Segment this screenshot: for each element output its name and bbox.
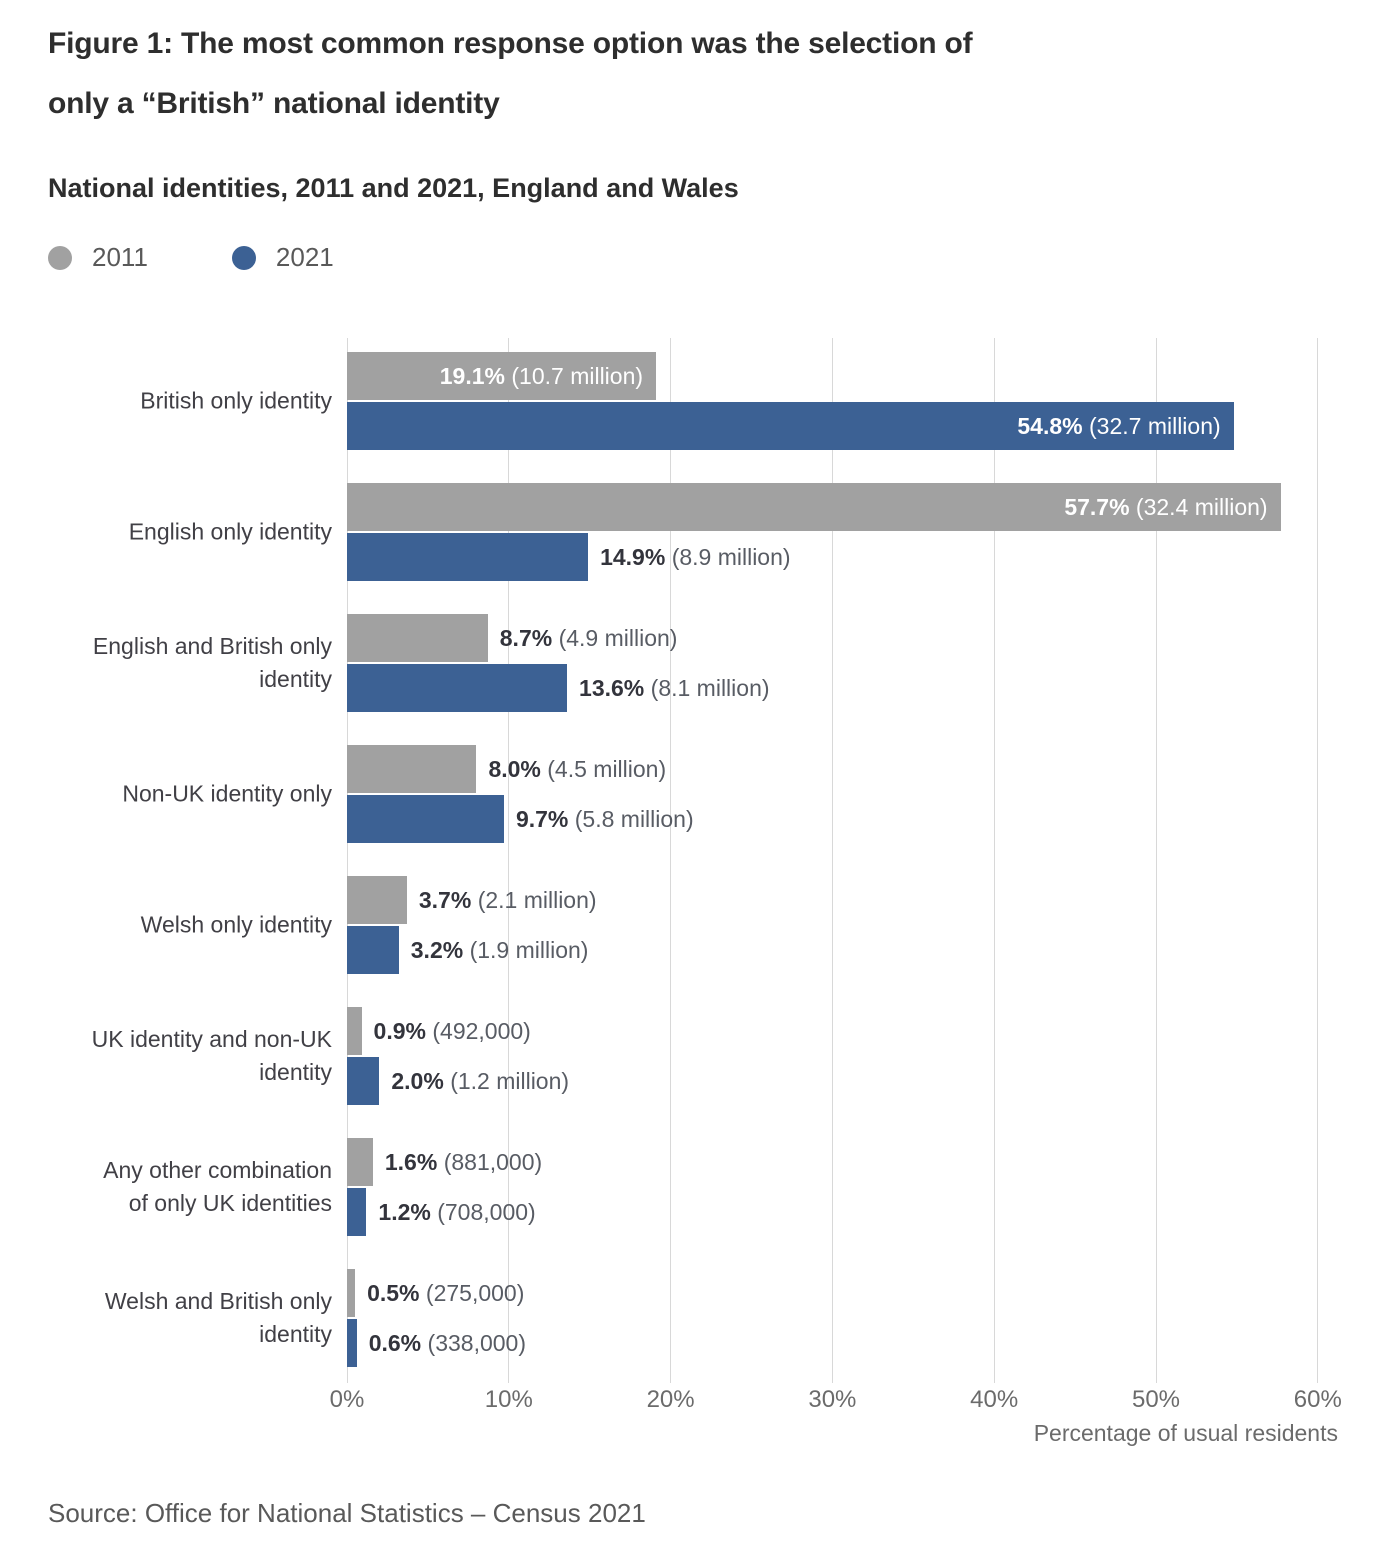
bar-2011 [347, 745, 477, 793]
bar-2011 [347, 876, 407, 924]
source-note: Source: Office for National Statistics –… [48, 1498, 646, 1528]
bar-count: (32.7 million) [1089, 413, 1221, 439]
x-tick-label: 40% [970, 1386, 1019, 1413]
gridline [831, 338, 833, 1383]
gridline [993, 338, 995, 1383]
bar-percent: 2.0% [391, 1068, 444, 1094]
bar-count: (32.4 million) [1135, 494, 1268, 520]
bar-count: (1.9 million) [469, 937, 589, 963]
bar-value-label: 1.6% (881,000) [385, 1138, 542, 1186]
bar-2011 [347, 1007, 362, 1055]
bar-count: (492,000) [432, 1018, 531, 1044]
bar-value-label: 0.5% (275,000) [367, 1269, 524, 1317]
bar-count: (4.5 million) [547, 756, 667, 782]
bar-value-label: 3.2% (1.9 million) [411, 926, 589, 974]
bar-value-label: 0.6% (338,000) [369, 1319, 526, 1367]
bar-percent: 1.2% [378, 1199, 431, 1225]
bar-2021 [347, 402, 1234, 450]
bar-value-label: 57.7% (32.4 million) [347, 483, 1268, 531]
bar-count: (708,000) [437, 1199, 536, 1225]
bar-percent: 0.6% [368, 1330, 422, 1356]
category-label: Non-UK identity only [122, 780, 332, 807]
bar-2011 [347, 1138, 373, 1186]
category-label: UK identity and non-UK identity [91, 1026, 332, 1085]
category-label: Welsh only identity [140, 911, 332, 938]
bar-percent: 0.9% [373, 1018, 426, 1044]
bar-percent: 19.1% [439, 363, 505, 389]
legend-label: 2011 [92, 242, 148, 272]
bar-percent: 1.6% [384, 1149, 438, 1175]
legend-item-2021: 2021 [231, 242, 334, 273]
bar-value-label: 13.6% (8.1 million) [579, 664, 769, 712]
gridline [670, 338, 672, 1383]
bar-value-label: 9.7% (5.8 million) [516, 795, 694, 843]
bar-percent: 14.9% [600, 544, 666, 570]
bar-2021 [347, 1319, 357, 1367]
x-tick-label: 0% [329, 1386, 365, 1413]
bar-value-label: 0.9% (492,000) [374, 1007, 531, 1055]
bar-percent: 8.0% [488, 756, 541, 782]
category-label: English only identity [128, 518, 332, 545]
bar-value-label: 14.9% (8.9 million) [600, 533, 790, 581]
bar-2021 [347, 926, 399, 974]
x-tick-label: 10% [484, 1386, 533, 1413]
bar-count: (4.9 million) [558, 625, 678, 651]
bar-2021 [347, 533, 589, 581]
bar-value-label: 3.7% (2.1 million) [419, 876, 597, 924]
bar-percent: 3.7% [418, 887, 472, 913]
category-label: English and British only identity [92, 633, 332, 692]
legend-label: 2021 [275, 242, 334, 272]
bar-value-label: 8.7% (4.9 million) [500, 614, 678, 662]
bar-count: (8.1 million) [650, 675, 770, 701]
bar-2021 [347, 1057, 380, 1105]
bar-value-label: 2.0% (1.2 million) [391, 1057, 569, 1105]
bar-count: (10.7 million) [511, 363, 644, 389]
bar-count: (5.8 million) [574, 806, 694, 832]
gridline [1155, 338, 1157, 1383]
bar-value-label: 8.0% (4.5 million) [488, 745, 666, 793]
bar-percent: 0.5% [367, 1280, 420, 1306]
category-label: Any other combination of only UK identit… [103, 1157, 332, 1216]
bar-2021 [347, 795, 504, 843]
bar-percent: 13.6% [579, 675, 645, 701]
category-label: British only identity [140, 387, 332, 414]
x-tick-label: 30% [808, 1386, 857, 1413]
figure-title: Figure 1: The most common response optio… [48, 27, 973, 120]
bar-count: (338,000) [427, 1330, 526, 1356]
x-tick-label: 20% [646, 1386, 695, 1413]
bar-count: (8.9 million) [671, 544, 791, 570]
bar-percent: 57.7% [1064, 494, 1130, 520]
bar-count: (275,000) [425, 1280, 525, 1306]
x-axis-title: Percentage of usual residents [1033, 1420, 1338, 1446]
figure-subtitle: National identities, 2011 and 2021, Engl… [48, 173, 739, 203]
bar-2011 [347, 352, 657, 400]
bar-count: (2.1 million) [477, 887, 597, 913]
bar-value-label: 54.8% (32.7 million) [347, 402, 1221, 450]
legend-dot-icon [231, 245, 256, 270]
x-tick-label: 50% [1131, 1386, 1181, 1413]
bar-percent: 9.7% [515, 806, 569, 832]
gridline [508, 338, 510, 1383]
x-tick-label: 60% [1293, 1386, 1342, 1413]
bar-2021 [347, 1188, 367, 1236]
bar-2011 [347, 1269, 356, 1317]
legend-item-2011: 2011 [48, 242, 148, 273]
bar-percent: 54.8% [1017, 413, 1083, 439]
gridline [1317, 338, 1319, 1383]
gridline [346, 338, 348, 1383]
bar-count: (881,000) [443, 1149, 543, 1175]
bar-2011 [347, 483, 1281, 531]
category-label: Welsh and British only identity [104, 1288, 332, 1347]
bar-2011 [347, 614, 488, 662]
chart-legend: 2011 2021 [48, 242, 334, 273]
bar-percent: 3.2% [410, 937, 464, 963]
bar-count: (1.2 million) [450, 1068, 570, 1094]
bar-value-label: 1.2% (708,000) [378, 1188, 535, 1236]
legend-dot-icon [48, 245, 72, 270]
bar-value-label: 19.1% (10.7 million) [347, 352, 643, 400]
bar-2021 [347, 664, 568, 712]
bar-percent: 8.7% [499, 625, 553, 651]
